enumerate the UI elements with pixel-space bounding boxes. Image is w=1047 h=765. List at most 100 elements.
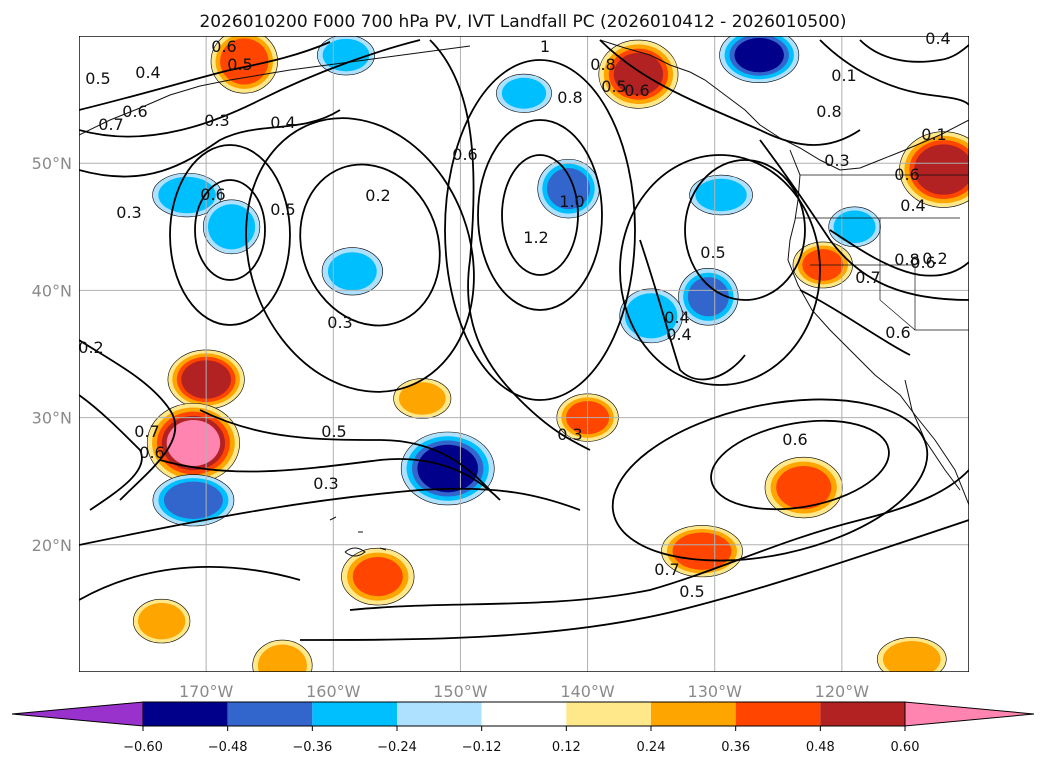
contour-label: 0.3 <box>204 111 229 130</box>
contour-label: 0.5 <box>679 582 704 601</box>
contour-line <box>299 519 969 641</box>
anomaly-blob <box>496 73 552 113</box>
lat-tick-label: 50°N <box>32 154 72 173</box>
contour-line <box>169 144 291 326</box>
contour-line <box>829 229 969 277</box>
contour-line <box>619 154 821 386</box>
anomaly-blob <box>393 378 452 419</box>
contour-line <box>501 154 579 276</box>
blob-level <box>914 144 969 195</box>
colorbar: −0.60 −0.48 −0.36 −0.24 −0.12 0.12 0.24 0.36 0.4… <box>11 701 1035 755</box>
contour-line <box>199 409 491 491</box>
contour-label: 0.4 <box>135 63 160 82</box>
contour-label: 0.5 <box>270 200 295 219</box>
colorbar-tick-label: 0.48 <box>806 740 835 755</box>
contour-label: 1 <box>540 37 550 56</box>
anomaly-blob <box>876 637 947 672</box>
blob-level <box>501 77 547 109</box>
lat-tick-label: 30°N <box>32 409 72 428</box>
contour-label: 0.6 <box>910 253 935 272</box>
anomaly-blob <box>341 547 415 606</box>
map-area <box>79 36 969 672</box>
blob-level <box>687 277 729 317</box>
lon-tick-label: 130°W <box>688 682 743 701</box>
anomaly-blob <box>400 431 495 506</box>
contour-label: 0.2 <box>365 186 390 205</box>
contour-line <box>710 419 890 511</box>
contour-line <box>759 139 969 301</box>
contour-label: 0.3 <box>824 151 849 170</box>
contour-label: 0.3 <box>116 203 141 222</box>
colorbar-segment <box>651 702 736 726</box>
contour-line <box>639 239 746 381</box>
contour-line <box>159 458 501 501</box>
colorbar-tick-label: −0.60 <box>123 740 163 755</box>
contour-label: 0.8 <box>816 102 841 121</box>
anomaly-blob <box>317 36 375 76</box>
contour-label: 0.4 <box>664 308 689 327</box>
colorbar-segment <box>566 702 651 726</box>
blob-level <box>398 382 446 415</box>
contour-label: 0.5 <box>85 69 110 88</box>
anomaly-blobs <box>133 36 969 672</box>
colorbar-tick-label: −0.24 <box>377 740 417 755</box>
contour-line <box>79 566 301 601</box>
anomaly-blob <box>152 474 235 527</box>
ocean-background <box>79 36 969 672</box>
blob-level <box>257 644 307 672</box>
blob-level <box>417 444 479 493</box>
anomaly-blob <box>537 158 600 219</box>
chart-title: 2026010200 F000 700 hPa PV, IVT Landfall… <box>199 12 846 32</box>
contour-label: 0.6 <box>122 102 147 121</box>
contour-label: 0.7 <box>654 560 679 579</box>
contour-line <box>819 39 969 106</box>
lat-tick-label: 20°N <box>32 536 72 555</box>
contour-line <box>349 469 969 611</box>
contour-label: 0.6 <box>894 165 919 184</box>
blob-level <box>776 465 832 510</box>
anomaly-blob <box>828 206 881 248</box>
contour-label: 0.6 <box>624 81 649 100</box>
blob-level <box>624 293 678 339</box>
blob-level <box>883 641 941 672</box>
contour-label: 0.6 <box>782 430 807 449</box>
anomaly-blob <box>252 639 313 672</box>
north-america-coast <box>599 39 969 171</box>
pacific-northwest-coast <box>787 149 969 506</box>
blob-level <box>166 420 221 467</box>
contour-line <box>79 394 143 511</box>
colorbar-tick-label: −0.48 <box>208 740 248 755</box>
contour-label: 0.6 <box>211 37 236 56</box>
hawaii-islands <box>329 516 387 557</box>
blob-level <box>695 178 747 212</box>
contour-label: 0.8 <box>894 250 919 269</box>
blob-level <box>138 602 186 640</box>
lon-tick-label: 150°W <box>433 682 488 701</box>
contour-label: 0.6 <box>200 185 225 204</box>
colorbar-tick-label: 0.12 <box>552 740 581 755</box>
lon-tick-label: 160°W <box>306 682 361 701</box>
anomaly-blob <box>899 131 969 208</box>
colorbar-tick-label: 0.24 <box>637 740 666 755</box>
contour-label: 0.4 <box>925 29 950 48</box>
contour-line <box>429 39 591 451</box>
anomaly-blob <box>202 199 261 255</box>
contour-label: 0.1 <box>921 125 946 144</box>
anomaly-blob <box>133 598 191 644</box>
contour-label: 0.5 <box>700 243 725 262</box>
contour-line <box>299 163 441 327</box>
colorbar-tick-label: −0.12 <box>462 740 502 755</box>
contour-line <box>684 159 806 301</box>
contour-label: 0.2 <box>922 249 947 268</box>
anomaly-blob <box>210 36 278 94</box>
blob-level <box>327 252 377 291</box>
contour-line <box>799 289 911 356</box>
contour-label: 0.5 <box>321 422 346 441</box>
colorbar-segment <box>735 702 821 726</box>
longitude-labels: 170°W 160°W 150°W 140°W 130°W 120°W <box>179 682 869 701</box>
contour-line <box>79 39 421 138</box>
contour-line <box>477 119 603 311</box>
blob-level <box>220 38 269 85</box>
contour-label: 0.1 <box>831 66 856 85</box>
